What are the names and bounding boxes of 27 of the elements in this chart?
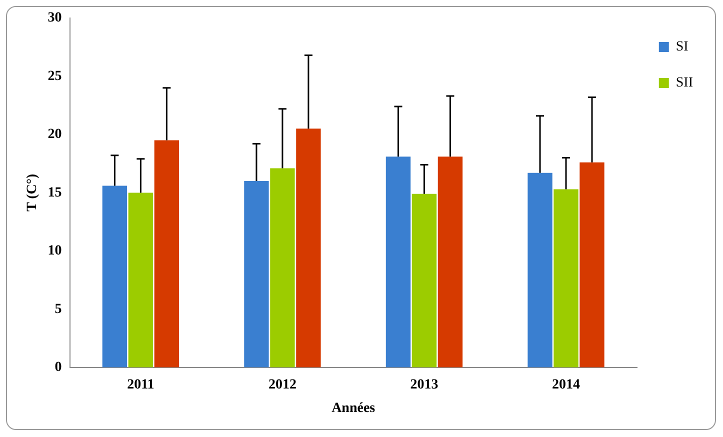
x-tick-label: 2014	[552, 377, 580, 392]
bar	[102, 186, 128, 368]
y-tick-label: 10	[48, 244, 62, 259]
bar	[580, 162, 604, 368]
y-tick-label: 0	[54, 360, 62, 376]
legend-label: SI	[676, 40, 689, 55]
bar	[244, 181, 269, 368]
bar	[270, 168, 295, 368]
y-tick-label: 15	[48, 185, 62, 200]
bar	[386, 156, 411, 368]
x-tick-label: 2013	[410, 377, 438, 392]
bar	[128, 192, 154, 368]
bar	[554, 189, 578, 368]
y-tick-label: 20	[48, 127, 62, 142]
y-tick-label: 25	[48, 68, 62, 84]
y-axis-title: T (C°)	[25, 174, 40, 212]
bar	[296, 128, 321, 368]
x-tick-label: 2011	[127, 377, 154, 392]
bar	[438, 156, 463, 368]
bar	[412, 194, 437, 368]
bar	[528, 172, 552, 368]
y-tick-label: 5	[54, 302, 62, 317]
x-axis-title: Années	[332, 401, 376, 416]
y-tick-label: 30	[48, 10, 62, 26]
bar	[154, 140, 180, 368]
x-tick-label: 2012	[268, 377, 296, 392]
legend-label: SII	[676, 76, 694, 91]
